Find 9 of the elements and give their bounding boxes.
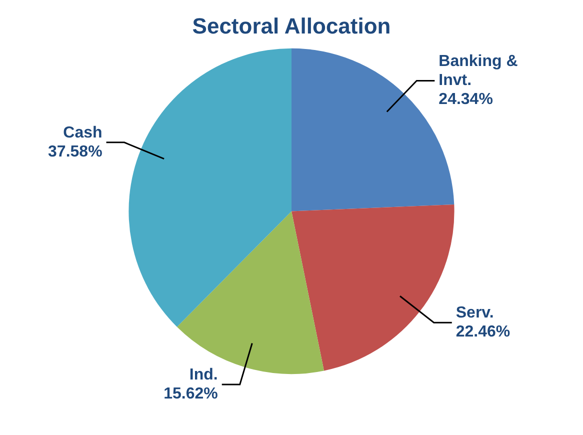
data-label: 37.58% [48, 143, 102, 160]
chart-title: Sectoral Allocation [192, 13, 391, 38]
data-label: 15.62% [164, 385, 218, 402]
data-label: 24.34% [438, 91, 493, 108]
data-label: 22.46% [456, 324, 510, 341]
slice-label: Serv. [456, 304, 494, 322]
slice-label: Ind. [189, 366, 218, 384]
slice-label: Banking & Invt. [438, 53, 518, 90]
slice-label: Cash [63, 124, 102, 142]
